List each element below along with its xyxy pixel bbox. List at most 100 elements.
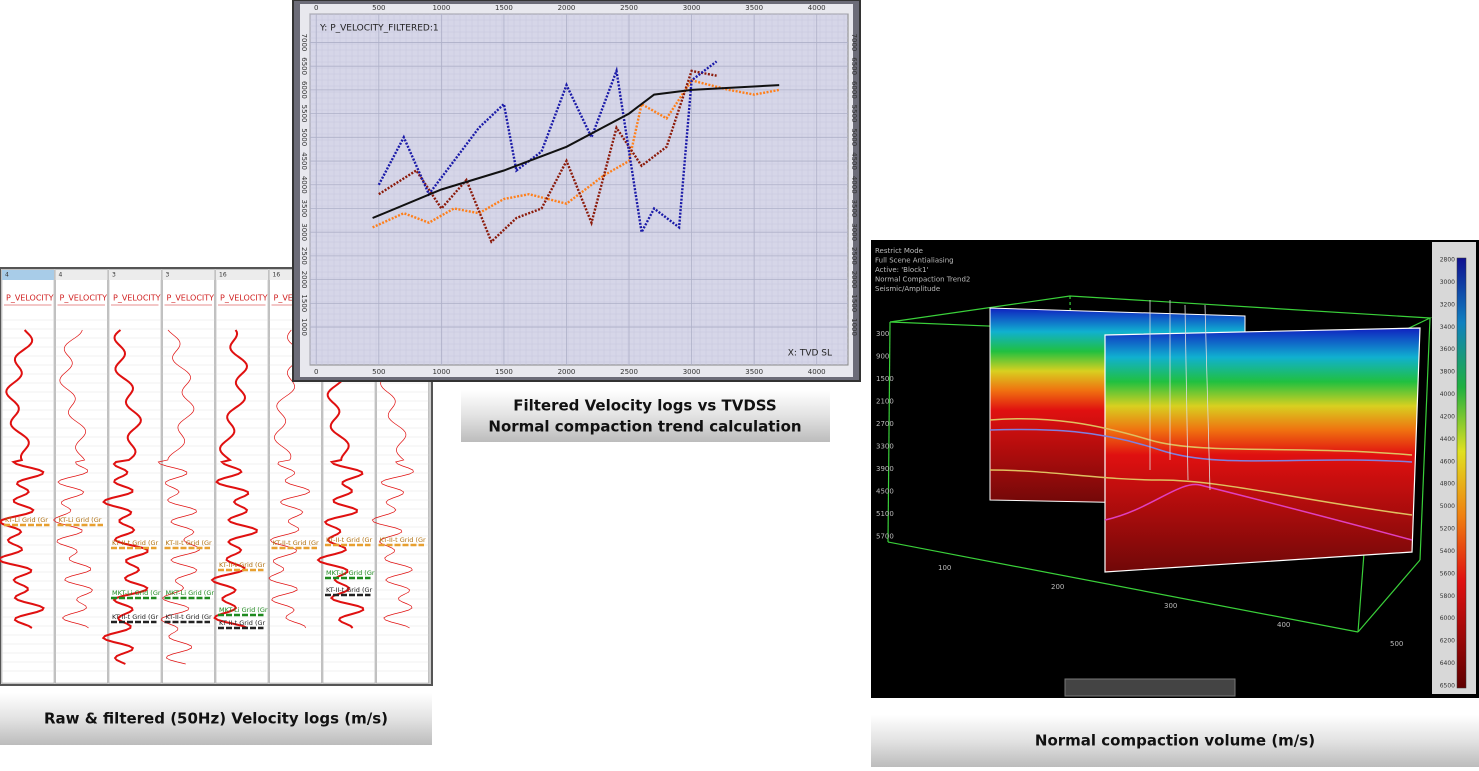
- x-axis-title: X: TVD SL: [788, 349, 832, 359]
- velocity-series: [377, 60, 718, 236]
- colorbar: [1456, 257, 1467, 689]
- log-curve: [157, 329, 200, 665]
- track-header: [162, 270, 215, 280]
- x-tick-label: 1500: [495, 4, 513, 12]
- track-number: 16: [273, 272, 281, 279]
- viewer-info: Full Scene Antialiasing: [875, 257, 954, 265]
- colorbar-label: 3800: [1440, 369, 1455, 376]
- marker-label: KT-II-t Grid (Gr: [219, 619, 266, 627]
- marker-label: KT-II-t Grid (Gr: [112, 539, 159, 547]
- viewer-info: Normal Compaction Trend2: [875, 276, 970, 284]
- track-number: 4: [59, 272, 63, 279]
- depth-label: 900: [876, 353, 889, 361]
- log-track: [1, 269, 55, 684]
- y-tick-label: 5500: [300, 105, 308, 123]
- track-header: [109, 270, 161, 280]
- caption-box: [871, 715, 1479, 767]
- track-number: 16: [219, 272, 227, 279]
- x-tick-label: 3000: [683, 4, 701, 12]
- x-tick-label: 4000: [808, 4, 826, 12]
- curve-name: P_VELOCITY: [220, 294, 268, 303]
- caption: Raw & filtered (50Hz) Velocity logs (m/s…: [44, 710, 388, 728]
- viewer-info: Active: 'Block1': [875, 266, 929, 274]
- trend-line: [372, 84, 780, 219]
- colorbar-label: 5200: [1440, 526, 1455, 533]
- marker-label: KT-II-t Grid (Gr: [326, 586, 373, 594]
- y-tick-label: 6000: [300, 81, 308, 99]
- depth-label: 2700: [876, 420, 894, 428]
- y-tick-label: 5500: [850, 105, 858, 123]
- y-tick-label: 1500: [850, 294, 858, 312]
- track-number: 4: [5, 272, 9, 279]
- log-curve: [101, 329, 149, 665]
- y-tick-label: 6000: [850, 81, 858, 99]
- y-tick-label: 3500: [850, 200, 858, 218]
- y-tick-label: 5000: [850, 128, 858, 146]
- y-tick-label: 4500: [850, 152, 858, 170]
- colorbar-label: 4800: [1440, 481, 1455, 488]
- log-curve: [53, 329, 93, 629]
- colorbar-label: 4600: [1440, 458, 1455, 465]
- crossplot-panel: 0 0 500 500 1000 1000 1500 1500 2000 2000 2500 2500…: [292, 0, 861, 382]
- colorbar-label: 6200: [1440, 638, 1455, 645]
- horizons: [989, 417, 1413, 541]
- colorbar-label: 6000: [1440, 615, 1455, 622]
- colorbar-label: 6500: [1440, 683, 1455, 690]
- volume-panel: Restrict Mode Full Scene AntialiasingActi…: [871, 240, 1479, 698]
- colorbar-label: 3400: [1440, 324, 1455, 331]
- marker-label: KT-II-t Grid (Gr: [273, 539, 320, 547]
- caption: Normal compaction volume (m/s): [1035, 732, 1315, 750]
- y-tick-label: 4500: [300, 152, 308, 170]
- x-tick-label: 3500: [745, 4, 763, 12]
- x-tick-label: 4000: [808, 368, 826, 376]
- y-tick-label: 2000: [300, 271, 308, 289]
- curve-name: P_VELOCITY: [167, 294, 215, 303]
- y-tick-label: 3000: [850, 223, 858, 241]
- depth-label: 3900: [876, 465, 894, 473]
- y-tick-label: 6500: [850, 57, 858, 75]
- marker-label: KT-II-t Grid (Gr: [380, 536, 427, 544]
- colorbar-label: 3200: [1440, 301, 1455, 308]
- curve-name: P_VELOCITY: [60, 294, 108, 303]
- colorbar-label: 5800: [1440, 593, 1455, 600]
- x-tick-label: 2000: [558, 368, 576, 376]
- marker-label: MKT-Li Grid (Gr: [112, 589, 161, 597]
- track-header: [216, 270, 268, 280]
- colorbar-label: 6400: [1440, 660, 1455, 667]
- y-tick-label: 4000: [850, 176, 858, 194]
- colorbar-label: 3600: [1440, 346, 1455, 353]
- depth-label: 1500: [876, 375, 894, 383]
- caption: Filtered Velocity logs vs TVDSS: [513, 397, 777, 415]
- colorbar-label: 2800: [1440, 257, 1455, 264]
- depth-label: 2100: [876, 398, 894, 406]
- x-tick-label: 1500: [495, 368, 513, 376]
- colorbar-panel: [1432, 242, 1476, 694]
- colorbar-label: 5400: [1440, 548, 1455, 555]
- log-track: [55, 269, 108, 684]
- colorbar-label: 5000: [1440, 503, 1455, 510]
- inline-label: 500: [1390, 640, 1403, 648]
- curve-name: P_VELOCITY: [113, 294, 161, 303]
- marker-label: MKT-Li Grid (Gr: [326, 569, 375, 577]
- well-paths: [1149, 300, 1211, 491]
- y-tick-label: 2500: [300, 247, 308, 265]
- log-curve: [210, 329, 258, 629]
- colorbar-label: 4200: [1440, 413, 1455, 420]
- inline-label: 300: [1164, 602, 1177, 610]
- x-tick-label: 0: [314, 4, 318, 12]
- depth-label: 5700: [876, 533, 894, 541]
- marker-label: KT-II-t Grid (Gr: [166, 613, 213, 621]
- x-tick-label: 3500: [745, 368, 763, 376]
- marker-label: KT-II-t Grid (Gr: [326, 536, 373, 544]
- inline-label: 200: [1051, 583, 1064, 591]
- y-tick-label: 1000: [300, 318, 308, 336]
- curve-name: P_VELOCITY: [6, 294, 54, 303]
- scale-bar: [1064, 678, 1236, 697]
- x-tick-label: 1000: [432, 368, 450, 376]
- depth-label: 5100: [876, 510, 894, 518]
- marker-label: KT-II-t Grid (Gr: [112, 613, 159, 621]
- y-tick-label: 1000: [850, 318, 858, 336]
- y-tick-label: 2000: [850, 271, 858, 289]
- y-axis-title: Y: P_VELOCITY_FILTERED:1: [319, 24, 439, 34]
